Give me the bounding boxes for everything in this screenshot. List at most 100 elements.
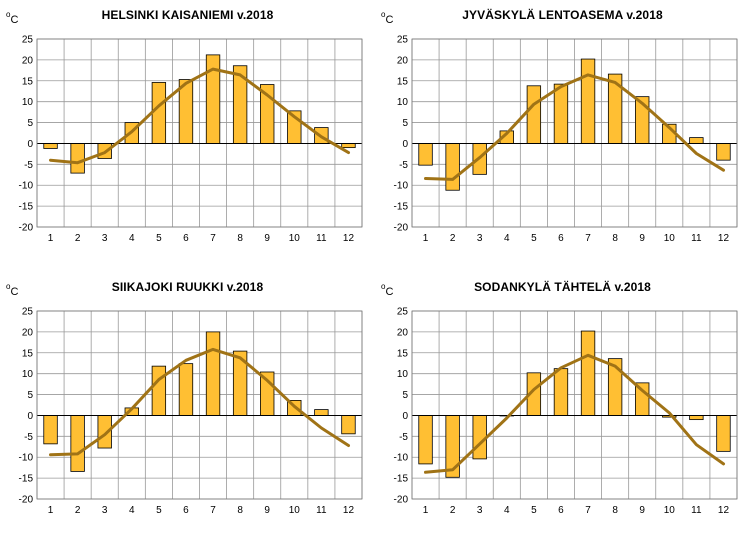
bar-month-1 [43,415,58,445]
x-tick-label: 9 [264,233,270,244]
y-tick-label: 0 [27,139,33,150]
y-axis-unit-label: oC [6,10,19,26]
y-tick-label: 10 [397,369,409,380]
bar-month-11 [689,137,704,144]
bar-month-1 [418,143,433,166]
chart-panel-siikajoki: SIIKAJOKI RUUKKI v.2018 oC -20 -15 -10 -5 0 5… [0,272,375,536]
y-tick-label: -15 [394,202,409,213]
x-tick-label: 2 [450,505,456,516]
bar-month-1 [43,143,58,149]
y-axis-unit-label: oC [381,10,394,26]
y-tick-label: -10 [19,453,34,464]
x-tick-label: 2 [450,233,456,244]
bar-month-11 [314,409,329,416]
y-tick-label: 25 [397,307,409,318]
series-line [49,347,350,457]
y-tick-label: 20 [22,327,34,338]
bar-month-1 [418,415,433,465]
x-tick-label: 6 [183,233,189,244]
y-tick-label: -15 [19,474,34,485]
plot-frame [36,310,363,500]
x-tick-label: 4 [504,233,510,244]
series-line [424,73,725,181]
x-tick-label: 8 [612,505,618,516]
x-tick-label: 4 [129,233,135,244]
y-tick-label: 25 [397,35,409,46]
y-tick-label: 5 [402,118,408,129]
x-tick-label: 12 [343,505,355,516]
bar-month-5 [151,82,167,144]
x-tick-label: 6 [558,233,564,244]
bar-month-6 [553,368,569,416]
x-tick-label: 4 [504,505,510,516]
bar-month-7 [580,58,596,144]
bar-month-5 [151,365,167,416]
bar-month-12 [341,415,356,435]
bar-month-2 [70,415,85,472]
x-tick-label: 8 [612,233,618,244]
y-tick-label: 10 [22,369,34,380]
x-tick-label: 3 [102,505,108,516]
x-tick-label: 10 [664,505,676,516]
bar-month-7 [580,330,596,416]
y-tick-label: -20 [19,223,34,234]
plot-frame [411,310,738,500]
chart-title: HELSINKI KAISANIEMI v.2018 [101,8,274,22]
chart-panel-helsinki: HELSINKI KAISANIEMI v.2018 oC -20 -15 -10 -… [0,0,375,264]
chart-panel-jyvaskyla: JYVÄSKYLÄ LENTOASEMA v.2018 oC -20 -15 -10… [375,0,750,264]
bar-month-12 [341,143,356,149]
x-tick-label: 11 [691,233,702,244]
y-tick-label: 0 [27,411,33,422]
x-tick-label: 3 [102,233,108,244]
x-tick-label: 6 [558,505,564,516]
y-tick-label: -5 [399,160,408,171]
chart-title: JYVÄSKYLÄ LENTOASEMA v.2018 [462,8,663,22]
bar-month-12 [716,143,731,161]
plot-frame [36,38,363,228]
y-axis-unit-label: oC [381,282,394,298]
y-tick-label: -15 [394,474,409,485]
y-tick-label: -15 [19,202,34,213]
bar-month-5 [526,85,542,144]
y-tick-label: 15 [397,348,409,359]
y-tick-label: -20 [394,495,409,506]
y-tick-label: 15 [22,76,34,87]
x-tick-label: 1 [423,233,429,244]
x-tick-label: 11 [316,505,327,516]
bar-month-2 [70,143,85,174]
y-tick-label: 10 [397,97,409,108]
plot-frame [411,38,738,228]
x-tick-label: 4 [129,505,135,516]
bar-month-2 [445,143,460,191]
x-tick-label: 9 [264,505,270,516]
series-line [424,353,725,474]
y-tick-label: -5 [24,432,33,443]
x-tick-label: 6 [183,505,189,516]
chart-title: SIIKAJOKI RUUKKI v.2018 [111,280,264,294]
x-tick-label: 9 [639,505,645,516]
y-tick-label: 25 [22,307,34,318]
y-tick-label: 5 [27,390,33,401]
x-tick-label: 5 [156,233,162,244]
x-tick-label: 5 [156,505,162,516]
x-tick-label: 7 [585,505,591,516]
y-tick-label: 5 [402,390,408,401]
bar-month-11 [689,415,704,421]
y-tick-label: -10 [394,453,409,464]
x-tick-label: 12 [718,233,730,244]
x-tick-label: 2 [75,505,81,516]
x-tick-label: 5 [531,505,537,516]
bar-month-6 [553,83,569,144]
y-tick-label: -5 [24,160,33,171]
x-tick-label: 1 [48,505,54,516]
x-tick-label: 3 [477,233,483,244]
y-tick-label: 10 [22,97,34,108]
x-tick-label: 8 [237,505,243,516]
y-tick-label: -20 [19,495,34,506]
x-tick-label: 7 [585,233,591,244]
x-tick-label: 10 [664,233,676,244]
bar-month-12 [716,415,731,452]
